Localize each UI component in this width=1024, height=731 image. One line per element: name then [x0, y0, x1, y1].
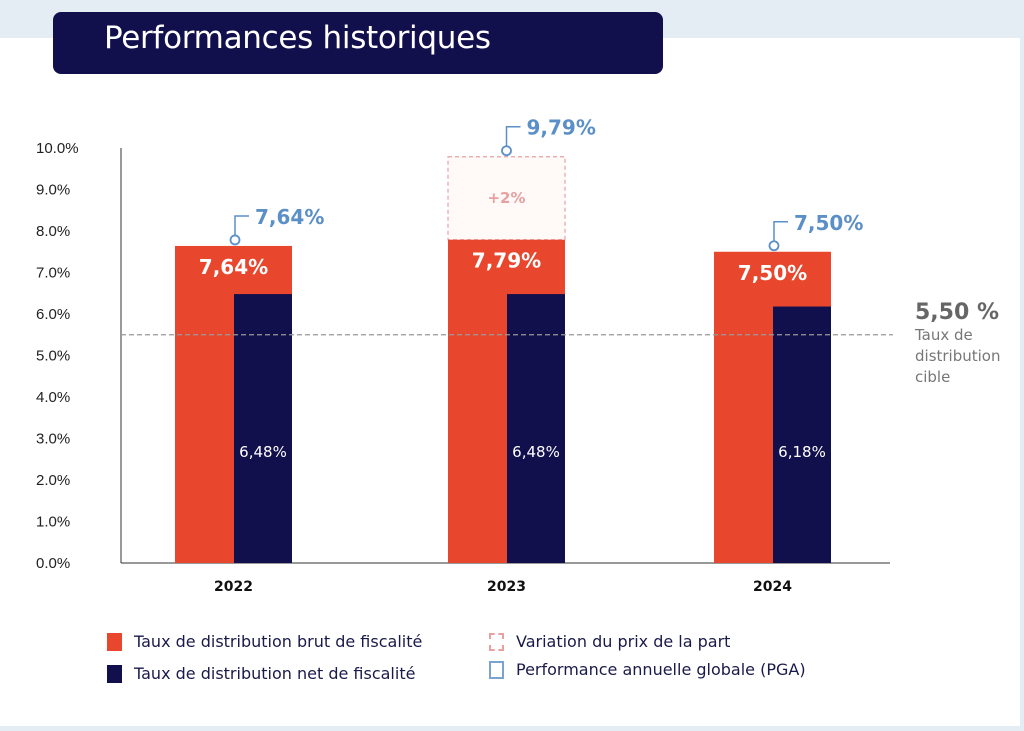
y-tick-label: 10.0%	[36, 140, 79, 157]
target-rate-value: 5,50 %	[915, 300, 999, 325]
y-tick-label: 0.0%	[36, 555, 70, 572]
legend-label-gross: Taux de distribution brut de fiscalité	[134, 632, 423, 651]
target-rate-label-2: distribution	[915, 347, 1001, 365]
net-label: 6,48%	[512, 443, 560, 461]
legend-label-variation: Variation du prix de la part	[516, 632, 731, 651]
legend-swatch-variation	[489, 632, 504, 651]
legend-label-net: Taux de distribution net de fiscalité	[134, 664, 416, 683]
x-tick-label: 2024	[753, 579, 792, 595]
variation-label: +2%	[487, 189, 525, 207]
title-banner	[53, 12, 663, 74]
x-tick-label: 2022	[214, 579, 253, 595]
y-tick-label: 6.0%	[36, 306, 70, 323]
pga-marker	[229, 234, 241, 246]
legend-swatch-gross	[107, 632, 122, 651]
gross-label: 7,79%	[472, 249, 541, 273]
x-tick-label: 2023	[487, 579, 526, 595]
pga-label: 7,64%	[255, 205, 324, 229]
y-tick-label: 8.0%	[36, 223, 70, 240]
target-rate: 5,50 % Taux de distribution cible	[915, 300, 1000, 388]
y-tick-label: 3.0%	[36, 431, 70, 448]
y-tick-label: 9.0%	[36, 182, 70, 199]
pga-label: 7,50%	[794, 211, 863, 235]
pga-label: 9,79%	[527, 116, 596, 140]
gross-label: 7,50%	[738, 261, 807, 285]
y-tick-label: 1.0%	[36, 514, 70, 531]
variation-bar	[447, 156, 566, 241]
net-label: 6,18%	[778, 443, 826, 461]
net-label: 6,48%	[239, 443, 287, 461]
legend-swatch-net	[107, 664, 122, 683]
net-bar	[773, 306, 831, 563]
y-tick-label: 5.0%	[36, 348, 70, 365]
gross-label: 7,64%	[199, 255, 268, 279]
target-rate-label-3: cible	[915, 368, 951, 386]
pga-leader	[505, 125, 521, 146]
net-bar	[507, 294, 565, 563]
y-tick-label: 2.0%	[36, 472, 70, 489]
pga-marker	[501, 145, 512, 157]
pga-leader	[234, 215, 249, 235]
pga-marker	[768, 240, 780, 252]
legend-item-gross: Taux de distribution brut de fiscalité	[107, 632, 422, 651]
page-title: Performances historiques	[104, 20, 491, 56]
y-tick-label: 4.0%	[36, 389, 70, 406]
y-tick-label: 7.0%	[36, 265, 70, 282]
legend-item-pga: Performance annuelle globale (PGA)	[489, 660, 806, 679]
legend-label-pga: Performance annuelle globale (PGA)	[516, 660, 806, 679]
legend-swatch-pga	[489, 660, 504, 679]
legend-item-variation: Variation du prix de la part	[489, 632, 730, 651]
target-rate-label-1: Taux de	[915, 326, 973, 344]
net-bar	[234, 294, 292, 563]
legend-item-net: Taux de distribution net de fiscalité	[107, 664, 415, 683]
pga-leader	[773, 221, 788, 241]
